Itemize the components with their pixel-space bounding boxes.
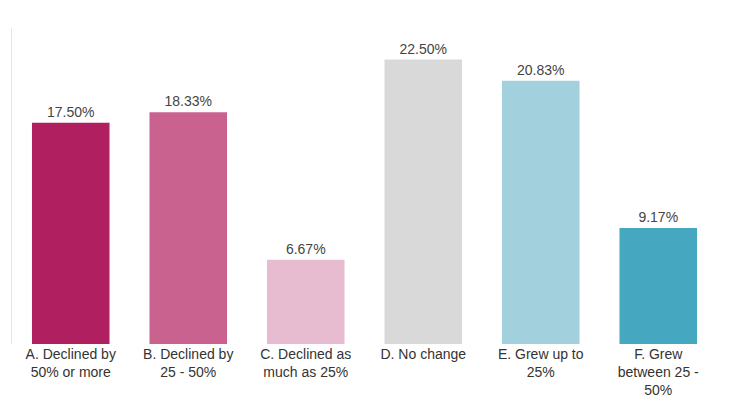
svg-text:20.83%: 20.83%: [517, 62, 564, 78]
svg-text:D. No change: D. No change: [380, 346, 466, 362]
svg-text:E. Grew up to25%: E. Grew up to25%: [498, 346, 584, 380]
svg-text:C. Declined asmuch as 25%: C. Declined asmuch as 25%: [260, 346, 351, 380]
svg-text:F. Grewbetween 25 -50%: F. Grewbetween 25 -50%: [618, 346, 699, 398]
svg-text:9.17%: 9.17%: [638, 209, 678, 225]
svg-text:22.50%: 22.50%: [400, 41, 447, 57]
svg-text:6.67%: 6.67%: [286, 241, 326, 257]
svg-text:17.50%: 17.50%: [47, 104, 94, 120]
svg-text:18.33%: 18.33%: [165, 93, 212, 109]
svg-text:B. Declined by25 - 50%: B. Declined by25 - 50%: [143, 346, 233, 380]
svg-text:A. Declined by50% or more: A. Declined by50% or more: [26, 346, 116, 380]
